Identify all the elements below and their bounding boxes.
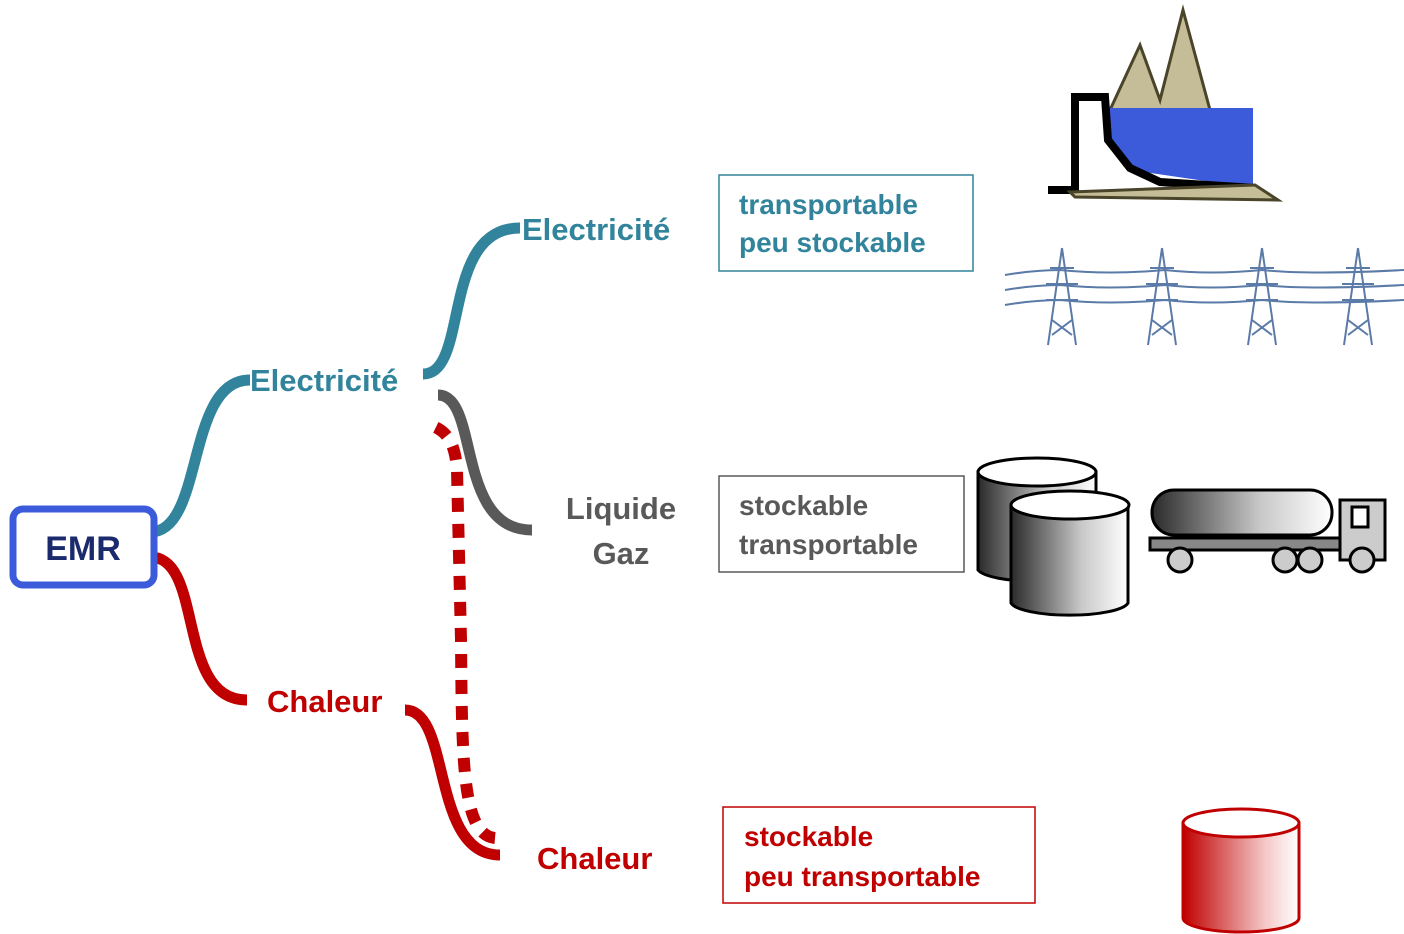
property-text: transportable <box>739 529 918 560</box>
property-text: stockable <box>744 821 873 852</box>
property-text: transportable <box>739 189 918 220</box>
connector <box>150 380 250 532</box>
tanks-icon <box>978 458 1129 615</box>
diagram: EMR Electricité Chaleur Electricité Liqu… <box>0 0 1404 934</box>
property-text: stockable <box>739 490 868 521</box>
node-label: Electricité <box>522 212 670 247</box>
connector <box>150 557 247 700</box>
node-label: Chaleur <box>267 684 382 719</box>
pylons-icon <box>1005 248 1404 345</box>
node-label: Chaleur <box>537 841 652 876</box>
connectors <box>150 228 532 855</box>
dam-icon <box>1048 10 1278 200</box>
truck-icon <box>1150 490 1385 572</box>
root-label: EMR <box>45 530 121 568</box>
node-label: Liquide <box>566 491 676 526</box>
node-label: Gaz <box>593 536 650 571</box>
property-text: peu transportable <box>744 861 980 892</box>
property-text: peu stockable <box>739 227 926 258</box>
heat-storage-icon <box>1183 809 1299 932</box>
node-label: Electricité <box>250 363 398 398</box>
connector <box>423 228 520 374</box>
